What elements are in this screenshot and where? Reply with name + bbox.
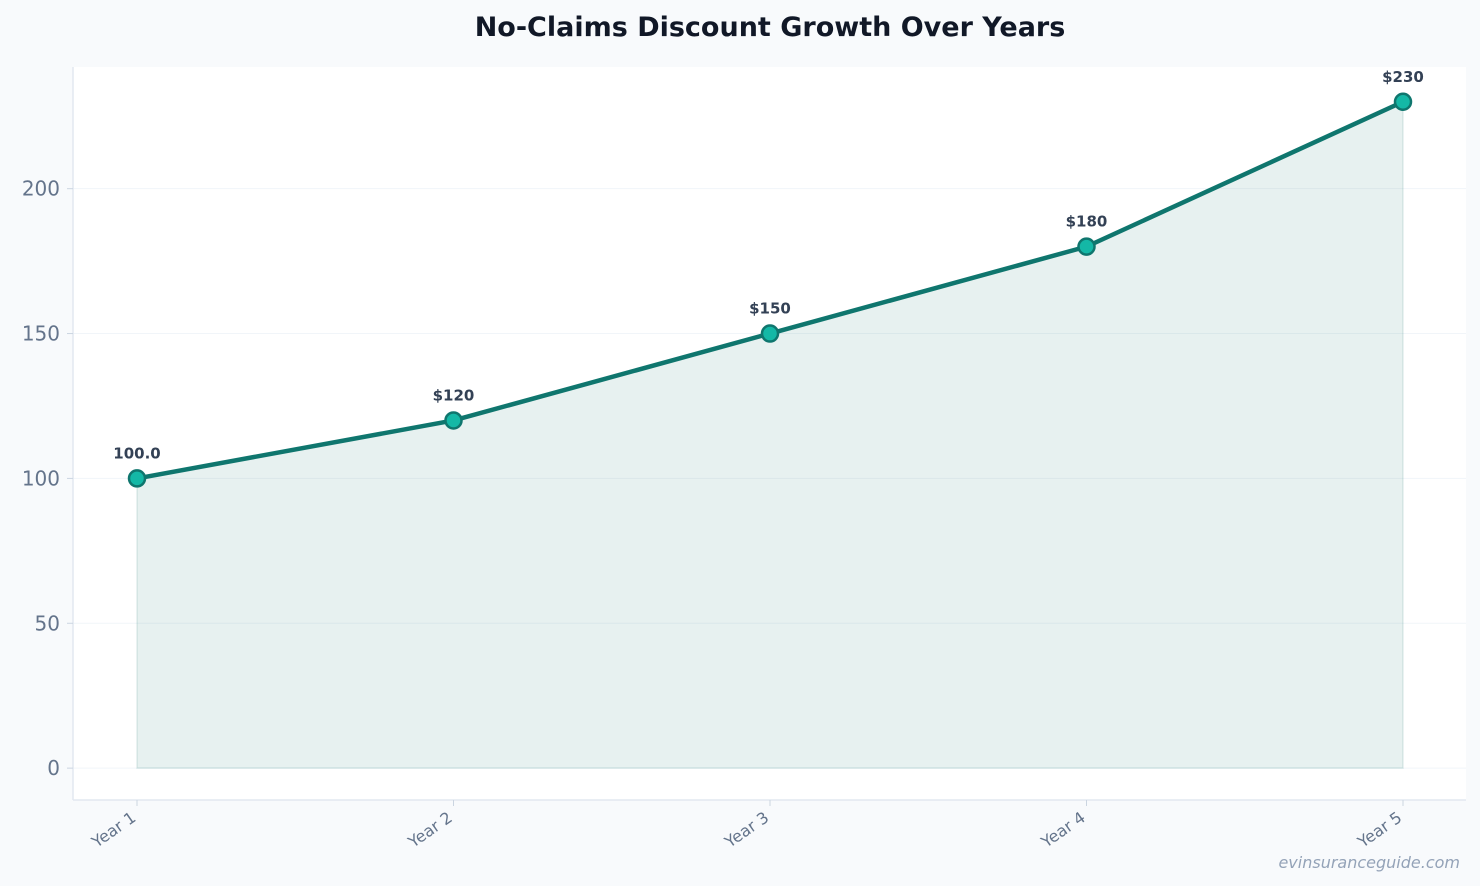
data-points [127, 92, 1413, 488]
data-labels: 100.0 $120 $150 $180 $230 [113, 68, 1424, 463]
data-label: $120 [433, 386, 475, 404]
y-tick-label: 50 [35, 611, 60, 635]
data-point [760, 324, 780, 343]
data-point [1077, 237, 1096, 256]
y-tick-label: 100 [22, 466, 60, 490]
y-tick-label: 200 [22, 177, 60, 201]
data-point [127, 469, 147, 488]
data-label: $230 [1382, 68, 1424, 86]
data-label: 100.0 [113, 444, 160, 462]
y-axis-ticks: 0 50 100 150 200 [22, 177, 73, 780]
data-point [1393, 92, 1413, 112]
data-label: $150 [749, 300, 791, 318]
gridlines [73, 188, 1466, 769]
y-tick-label: 0 [47, 756, 60, 780]
data-label: $180 [1066, 213, 1108, 231]
y-tick-label: 150 [22, 322, 60, 346]
data-point [444, 411, 463, 430]
watermark: evinsuranceguide.com [1278, 853, 1460, 872]
chart-title: No-Claims Discount Growth Over Years [475, 12, 1066, 43]
